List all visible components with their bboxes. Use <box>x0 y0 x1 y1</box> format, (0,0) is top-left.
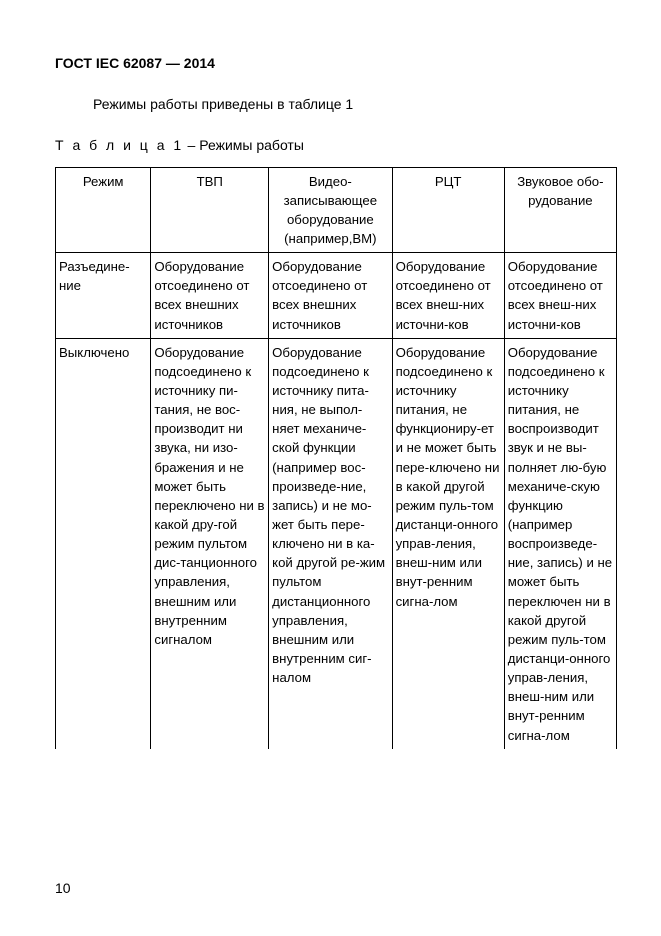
col-header-rct: РЦТ <box>392 167 504 253</box>
cell-audio: Оборудование отсоединено от всех внеш-ни… <box>504 253 616 339</box>
cell-rct: Оборудование подсоединено к источнику пи… <box>392 338 504 748</box>
modes-table: Режим ТВП Видео-записывающееоборудование… <box>55 167 617 749</box>
page-number: 10 <box>55 880 71 896</box>
cell-tvp: Оборудование отсоединено от всех внешних… <box>151 253 269 339</box>
table-caption: Т а б л и ц а 1 – Режимы работы <box>55 137 617 153</box>
table-row: Разъедине-ние Оборудование отсоединено о… <box>56 253 617 339</box>
col-header-mode: Режим <box>56 167 151 253</box>
cell-video: Оборудование отсоединено от всех внешних… <box>269 253 392 339</box>
col-header-video: Видео-записывающееоборудование(например,… <box>269 167 392 253</box>
cell-video: Оборудование подсоединено к источнику пи… <box>269 338 392 748</box>
caption-prefix: Т а б л и ц а 1 <box>55 137 184 153</box>
cell-rct: Оборудование отсоединено от всех внеш-ни… <box>392 253 504 339</box>
intro-text: Режимы работы приведены в таблице 1 <box>93 95 617 115</box>
cell-audio: Оборудование подсоединено к источнику пи… <box>504 338 616 748</box>
cell-mode: Разъедине-ние <box>56 253 151 339</box>
col-header-audio: Звуковое обо-рудование <box>504 167 616 253</box>
page: ГОСТ IEC 62087 — 2014 Режимы работы прив… <box>0 0 661 936</box>
doc-header: ГОСТ IEC 62087 — 2014 <box>55 55 617 71</box>
col-header-tvp: ТВП <box>151 167 269 253</box>
cell-mode: Выключено <box>56 338 151 748</box>
caption-rest: – Режимы работы <box>184 137 304 153</box>
table-header-row: Режим ТВП Видео-записывающееоборудование… <box>56 167 617 253</box>
table-row: Выключено Оборудование подсоединено к ис… <box>56 338 617 748</box>
cell-tvp: Оборудование подсоединено к источнику пи… <box>151 338 269 748</box>
